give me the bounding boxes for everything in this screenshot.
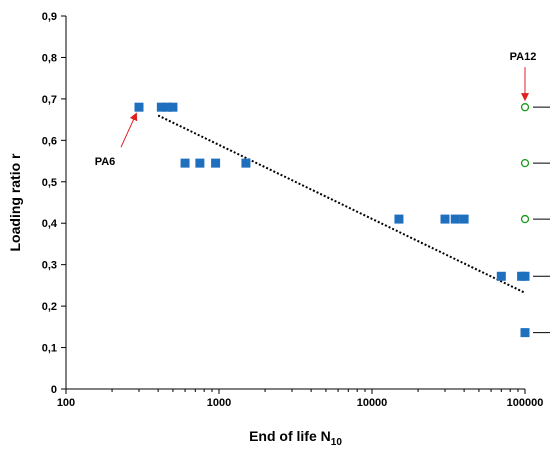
x-axis-title-subscript: 10 (331, 437, 343, 448)
y-tick-label: 0,4 (42, 218, 58, 230)
data-point-square (180, 158, 190, 168)
y-tick-label: 0,1 (42, 343, 57, 355)
y-tick-label: 0 (51, 384, 57, 396)
trendline (157, 114, 526, 294)
data-point-square (211, 158, 221, 168)
data-points (134, 102, 530, 338)
x-tick-label: 10000 (357, 397, 388, 409)
data-point-square (162, 102, 172, 112)
data-point-square (156, 102, 166, 112)
y-tick-label: 0,9 (42, 11, 57, 23)
data-point-circle (520, 158, 530, 168)
trendline-group (157, 114, 526, 294)
data-point-square (459, 214, 469, 224)
x-tick-label: 100000 (507, 397, 544, 409)
x-ticks: 100 1000 10000 100000 (57, 389, 544, 409)
reference-ticks (533, 106, 550, 334)
pa6-label: PA6 (95, 156, 116, 168)
y-tick-label: 0,7 (42, 94, 57, 106)
y-ticks: 0 0,1 0,2 0,3 0,4 0,5 0,6 0,7 0,8 0,9 (42, 11, 66, 396)
data-point-square (440, 214, 450, 224)
x-axis-title: End of life N10 (249, 428, 342, 448)
x-tick-label: 1000 (207, 397, 231, 409)
x-tick-label: 100 (57, 397, 75, 409)
y-tick-label: 0,2 (42, 301, 57, 313)
data-point-circle (520, 214, 530, 224)
x-axis-title-main: End of life N (249, 428, 331, 444)
y-axis-title: Loading ratio r (7, 153, 23, 252)
y-tick-label: 0,8 (42, 52, 57, 64)
axes (65, 16, 525, 390)
data-point-square (520, 328, 530, 338)
data-point-square (168, 102, 178, 112)
data-point-square (520, 271, 530, 281)
data-point-circle (520, 103, 530, 112)
pa12-label: PA12 (510, 51, 537, 63)
data-point-square (450, 214, 460, 224)
annotations: PA6 PA12 (95, 51, 537, 168)
y-tick-label: 0,3 (42, 260, 57, 272)
data-point-square (134, 102, 144, 112)
data-point-square (496, 271, 506, 281)
y-tick-label: 0,6 (42, 135, 57, 147)
data-point-square (241, 158, 251, 168)
pa6-arrow (120, 112, 138, 148)
y-tick-label: 0,5 (42, 177, 57, 189)
data-point-square (394, 214, 404, 224)
data-point-square (195, 158, 205, 168)
